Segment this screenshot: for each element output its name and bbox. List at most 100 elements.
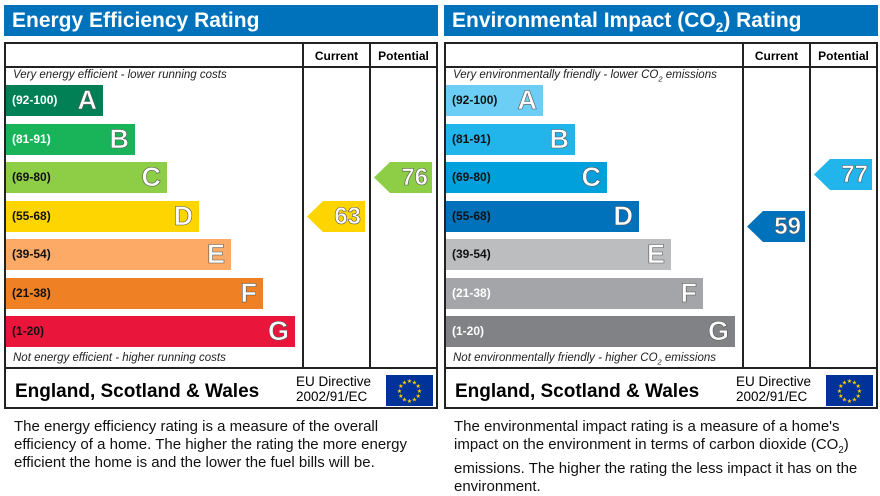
svg-text:★: ★	[417, 388, 422, 395]
band-bar-d: (55-68) D	[446, 200, 639, 232]
band-range: (69-80)	[452, 170, 491, 184]
svg-text:★: ★	[838, 383, 843, 390]
column-divider	[369, 44, 371, 369]
svg-text:★: ★	[407, 398, 412, 405]
svg-text:★: ★	[412, 397, 417, 404]
band-letter: A	[517, 85, 537, 116]
band-range: (39-54)	[452, 247, 491, 261]
band-bar-a: (92-100) A	[446, 85, 543, 116]
column-header-potential: Potential	[378, 49, 429, 63]
eu-directive: EU Directive 2002/91/EC	[736, 374, 812, 404]
current-rating-value: 59	[774, 213, 801, 241]
band-bar-g: (1-20) G	[6, 316, 295, 347]
band-range: (55-68)	[452, 208, 491, 223]
band-letter: B	[549, 123, 569, 154]
current-rating-value: 63	[334, 202, 361, 230]
svg-text:★: ★	[402, 397, 407, 404]
top-note: Very environmentally friendly - lower CO…	[453, 69, 717, 84]
band-bar-c: (69-80) C	[446, 162, 607, 193]
column-divider	[302, 44, 304, 369]
svg-text:★: ★	[397, 388, 402, 395]
chart-title: Environmental Impact (CO2) Rating	[444, 5, 878, 36]
column-divider	[742, 44, 744, 369]
svg-text:★: ★	[855, 393, 860, 400]
potential-rating-value: 76	[401, 163, 428, 191]
band-letter: G	[267, 316, 290, 347]
band-letter: B	[109, 123, 129, 154]
column-header-potential: Potential	[818, 49, 869, 63]
column-divider	[809, 44, 811, 369]
footer-region: England, Scotland & Wales	[455, 381, 700, 402]
band-letter: E	[206, 239, 226, 270]
band-bar-c: (69-80) C	[6, 162, 167, 193]
band-letter: D	[173, 200, 193, 231]
svg-text:★: ★	[415, 383, 420, 390]
band-letter: C	[141, 162, 161, 193]
band-bar-e: (39-54) E	[446, 239, 671, 270]
svg-text:★: ★	[838, 393, 843, 400]
column-header-current: Current	[314, 49, 359, 63]
band-bar-f: (21-38) F	[446, 277, 703, 309]
bottom-note: Not energy efficient - higher running co…	[13, 352, 226, 364]
eu-flag-icon: ★ ★ ★ ★ ★ ★ ★ ★ ★ ★ ★ ★	[826, 375, 873, 406]
bottom-note: Not environmentally friendly - higher CO…	[453, 352, 717, 367]
svg-text:★: ★	[852, 379, 857, 386]
potential-rating-arrow: 77	[814, 158, 872, 190]
svg-text:★: ★	[402, 379, 407, 386]
column-header-current: Current	[754, 49, 799, 63]
band-letter: A	[77, 85, 97, 116]
svg-text:★: ★	[837, 388, 842, 395]
band-range: (81-91)	[12, 131, 51, 146]
svg-text:★: ★	[857, 388, 862, 395]
band-bar-a: (92-100) A	[6, 85, 103, 116]
description: The energy efficiency rating is a measur…	[14, 418, 408, 471]
band-bar-f: (21-38) F	[6, 277, 263, 309]
band-range: (1-20)	[452, 324, 485, 338]
footer-divider	[6, 367, 436, 369]
eu-flag-icon: ★ ★ ★ ★ ★ ★ ★ ★ ★ ★ ★ ★	[386, 375, 433, 406]
svg-text:★: ★	[415, 393, 420, 400]
svg-text:★: ★	[398, 393, 403, 400]
band-range: (55-68)	[12, 208, 51, 223]
svg-text:★: ★	[842, 379, 847, 386]
svg-text:★: ★	[412, 379, 417, 386]
svg-text:★: ★	[855, 383, 860, 390]
band-bar-b: (81-91) B	[446, 123, 575, 155]
svg-text:★: ★	[847, 378, 852, 385]
top-note: Very energy efficient - lower running co…	[13, 69, 227, 81]
band-range: (69-80)	[12, 170, 51, 184]
band-range: (21-38)	[452, 285, 491, 300]
svg-text:★: ★	[842, 397, 847, 404]
band-letter: F	[240, 277, 257, 308]
band-bar-e: (39-54) E	[6, 239, 231, 270]
band-range: (21-38)	[12, 285, 51, 300]
potential-rating-value: 77	[841, 160, 868, 188]
footer-divider	[446, 367, 876, 369]
band-letter: F	[680, 277, 697, 308]
band-bar-b: (81-91) B	[6, 123, 135, 155]
band-letter: D	[613, 200, 633, 231]
band-bar-d: (55-68) D	[6, 200, 199, 232]
band-range: (92-100)	[12, 93, 58, 107]
energy-efficiency-panel: Energy Efficiency Rating Current Potential…	[4, 0, 438, 493]
svg-text:★: ★	[847, 398, 852, 405]
svg-text:★: ★	[852, 397, 857, 404]
band-range: (81-91)	[452, 131, 491, 146]
band-letter: G	[707, 316, 730, 347]
chart-title: Energy Efficiency Rating	[4, 5, 438, 36]
band-range: (1-20)	[12, 324, 45, 338]
rating-table: Current Potential Very energy efficient - …	[4, 42, 438, 409]
svg-text:★: ★	[398, 383, 403, 390]
band-letter: E	[646, 239, 666, 270]
rating-table: Current Potential Very environmentally fri…	[444, 42, 878, 409]
description: The environmental impact rating is a mea…	[454, 418, 858, 495]
potential-rating-arrow: 76	[374, 161, 432, 193]
header-divider	[446, 66, 876, 68]
header-divider	[6, 66, 436, 68]
band-bar-g: (1-20) G	[446, 316, 735, 347]
band-letter: C	[581, 162, 601, 193]
band-range: (92-100)	[452, 93, 498, 107]
current-rating-arrow: 63	[307, 200, 365, 232]
footer-region: England, Scotland & Wales	[15, 381, 260, 402]
svg-text:★: ★	[407, 378, 412, 385]
